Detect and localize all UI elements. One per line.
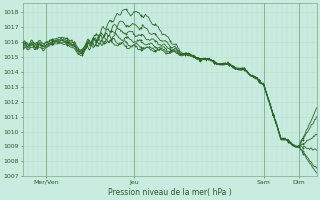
X-axis label: Pression niveau de la mer( hPa ): Pression niveau de la mer( hPa ): [108, 188, 231, 197]
